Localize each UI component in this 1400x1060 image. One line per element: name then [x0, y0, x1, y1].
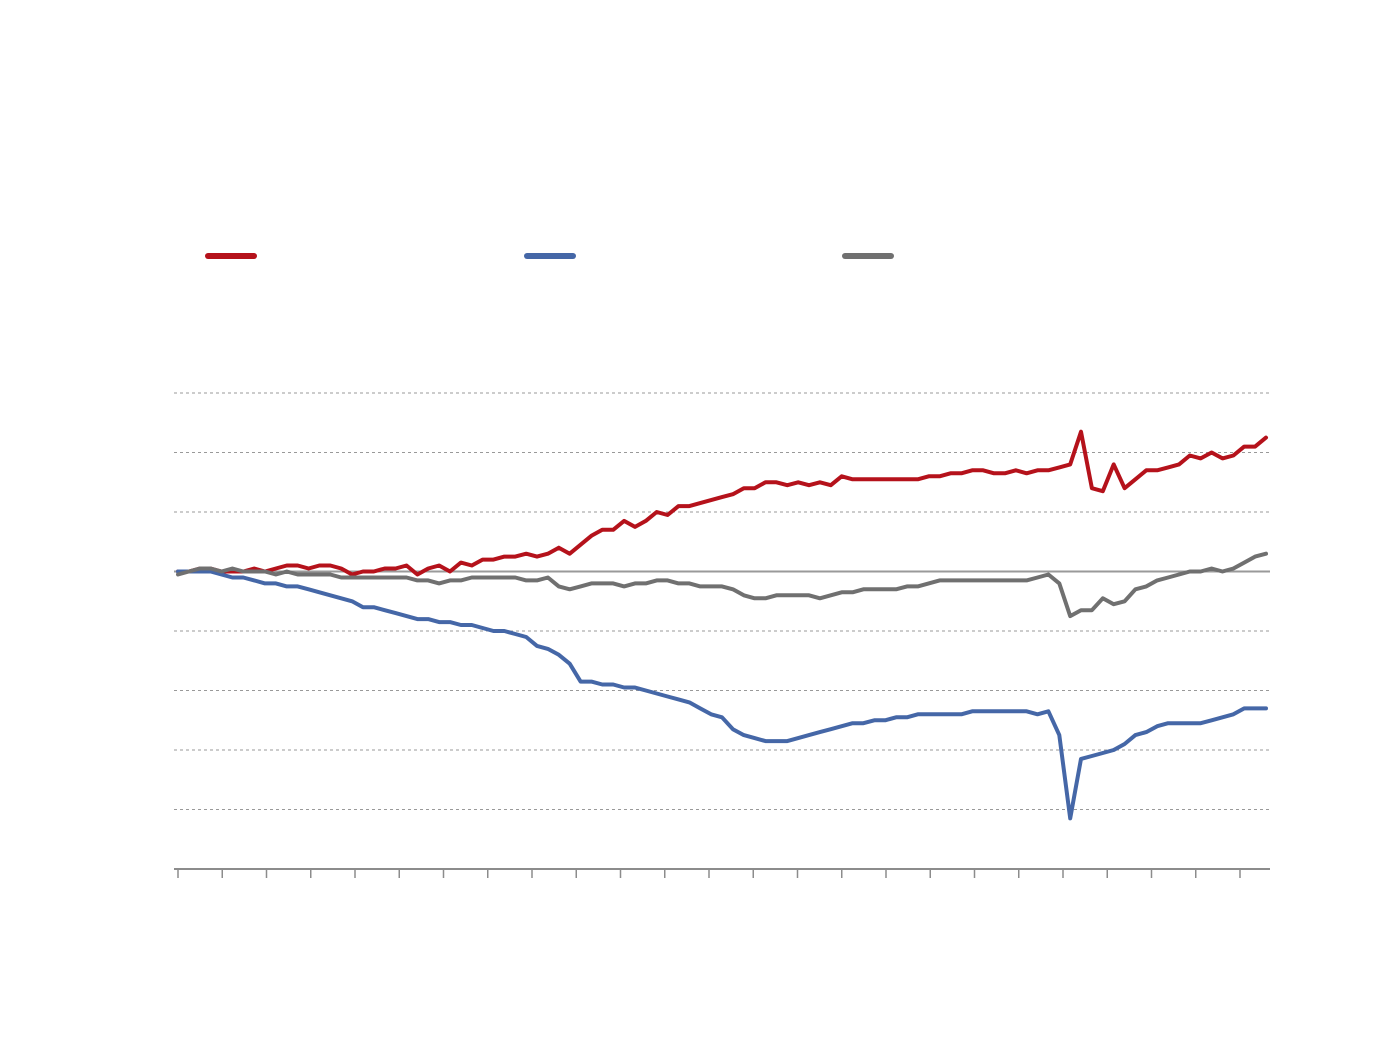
x-axis [174, 868, 1270, 878]
series-line-3 [176, 551, 1268, 619]
series-line-2 [176, 569, 1268, 821]
series-lines [176, 429, 1268, 821]
series-line-1 [176, 429, 1268, 577]
